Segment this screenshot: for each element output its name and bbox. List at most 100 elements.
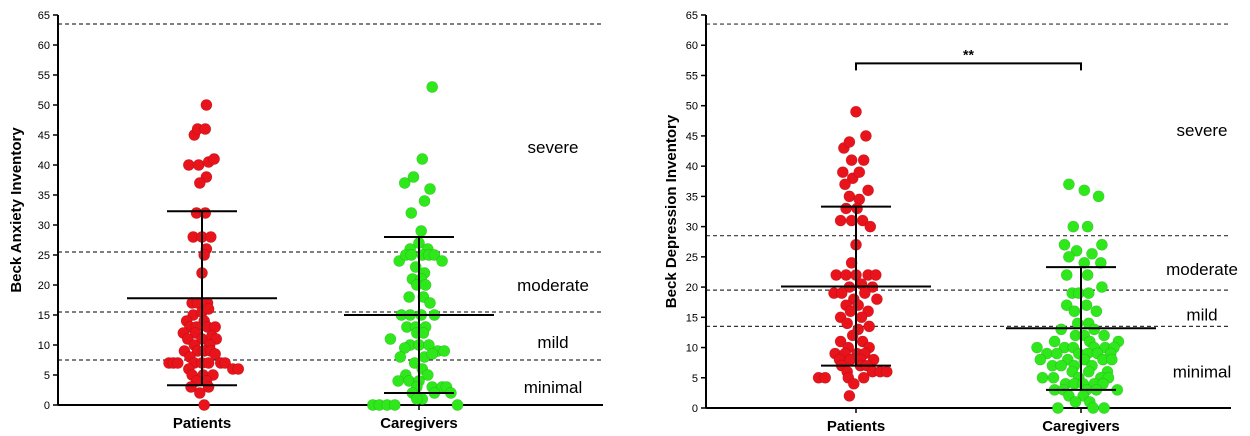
data-point bbox=[1067, 220, 1080, 233]
data-point bbox=[405, 207, 418, 219]
data-point bbox=[171, 357, 184, 369]
y-tick-label: 20 bbox=[686, 282, 698, 294]
data-point bbox=[424, 297, 436, 309]
data-point bbox=[202, 381, 215, 393]
data-point bbox=[410, 393, 423, 405]
data-point bbox=[1090, 305, 1103, 318]
significance-label: ** bbox=[963, 46, 974, 62]
data-point bbox=[1058, 238, 1071, 251]
data-point bbox=[1048, 335, 1061, 348]
data-point bbox=[1063, 250, 1075, 263]
data-point bbox=[185, 381, 197, 393]
y-tick-label: 30 bbox=[38, 220, 50, 232]
depression-panel: 0 5 10 15 20 25 30 35 40 45 50 55 60 65 Patients Caregi… bbox=[663, 10, 1238, 435]
data-point bbox=[394, 351, 407, 363]
category-label: Caregivers bbox=[1042, 418, 1120, 435]
data-point bbox=[851, 202, 863, 215]
y-tick-label: 10 bbox=[686, 343, 698, 355]
data-point bbox=[1087, 402, 1099, 414]
data-point bbox=[1047, 371, 1060, 384]
data-point bbox=[202, 357, 215, 369]
y-tick-label: 35 bbox=[686, 191, 698, 203]
y-tick-label: 15 bbox=[38, 310, 50, 322]
data-point bbox=[408, 357, 421, 369]
data-point bbox=[1096, 281, 1108, 293]
data-point bbox=[843, 390, 856, 402]
y-tick-label: 25 bbox=[38, 250, 50, 262]
data-point bbox=[428, 249, 441, 261]
data-point bbox=[419, 279, 432, 291]
y-tick-label: 50 bbox=[38, 100, 50, 112]
data-point bbox=[1080, 299, 1093, 312]
data-point bbox=[819, 371, 832, 384]
y-tick-label: 30 bbox=[686, 222, 698, 234]
data-point bbox=[845, 256, 858, 269]
data-point bbox=[209, 348, 222, 360]
y-tick-label: 65 bbox=[38, 10, 50, 22]
y-tick-label: 60 bbox=[38, 40, 50, 52]
anxiety-panel: 0 5 10 15 20 25 30 35 40 45 50 55 60 65 Patients Caregi… bbox=[8, 10, 603, 432]
y-tick-label: 0 bbox=[692, 403, 698, 415]
data-point bbox=[834, 335, 847, 348]
data-point bbox=[198, 399, 211, 411]
data-point bbox=[869, 269, 882, 281]
data-point bbox=[1072, 287, 1085, 300]
data-point bbox=[845, 154, 858, 167]
data-point bbox=[199, 123, 212, 135]
data-point bbox=[1081, 269, 1094, 281]
data-point bbox=[1081, 220, 1094, 233]
y-axis-label: Beck Depression Inventory bbox=[663, 114, 680, 308]
data-point bbox=[1092, 190, 1105, 203]
data-point bbox=[1088, 323, 1101, 336]
data-point bbox=[426, 81, 439, 93]
data-point bbox=[426, 348, 439, 360]
data-point bbox=[392, 375, 404, 387]
data-point bbox=[416, 153, 429, 165]
y-tick-label: 50 bbox=[686, 101, 698, 113]
data-point bbox=[417, 327, 430, 339]
y-tick-label: 0 bbox=[44, 400, 50, 412]
data-point bbox=[1105, 353, 1118, 366]
data-point bbox=[421, 369, 434, 381]
category-label: Patients bbox=[173, 415, 231, 432]
severity-band-label: moderate bbox=[517, 276, 589, 295]
y-tick-label: 15 bbox=[686, 312, 698, 324]
data-point bbox=[208, 153, 220, 165]
y-tick-label: 10 bbox=[38, 340, 50, 352]
data-point bbox=[193, 177, 206, 189]
data-point bbox=[202, 303, 215, 315]
data-point bbox=[847, 377, 860, 390]
data-point bbox=[840, 202, 852, 215]
data-point bbox=[1036, 371, 1049, 384]
data-point bbox=[388, 399, 401, 411]
data-point bbox=[871, 293, 883, 306]
data-point bbox=[200, 99, 213, 111]
data-point bbox=[853, 166, 866, 179]
severity-band-label: minimal bbox=[1173, 363, 1232, 382]
data-point bbox=[1055, 323, 1068, 336]
data-point bbox=[1094, 256, 1107, 269]
category-label: Caregivers bbox=[380, 415, 458, 432]
data-point bbox=[855, 311, 868, 324]
severity-band-label: mild bbox=[537, 333, 568, 352]
data-point bbox=[1055, 359, 1068, 372]
data-point bbox=[839, 178, 851, 191]
y-tick-label: 5 bbox=[44, 370, 50, 382]
data-point bbox=[192, 159, 205, 171]
data-point bbox=[436, 255, 448, 267]
data-point bbox=[850, 105, 862, 118]
y-tick-label: 25 bbox=[686, 252, 698, 264]
data-point bbox=[1052, 402, 1064, 414]
data-point bbox=[1063, 178, 1075, 191]
data-point bbox=[1078, 184, 1091, 197]
data-point bbox=[415, 225, 428, 237]
data-point bbox=[864, 220, 877, 233]
data-point bbox=[1086, 247, 1098, 260]
data-point bbox=[880, 365, 893, 378]
y-tick-label: 55 bbox=[38, 70, 50, 82]
data-point bbox=[1068, 305, 1081, 318]
data-point bbox=[198, 249, 211, 261]
data-point bbox=[193, 387, 206, 399]
data-point bbox=[1060, 299, 1073, 312]
